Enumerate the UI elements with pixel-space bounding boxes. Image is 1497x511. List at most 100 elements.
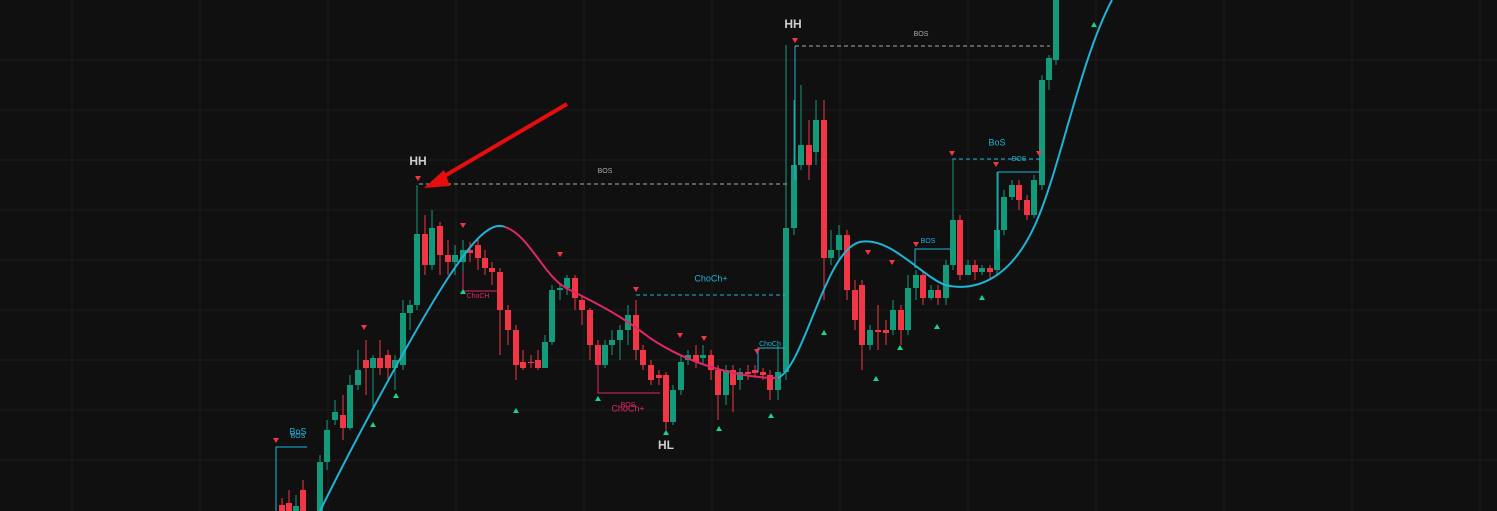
choch-label: ChoCh (759, 341, 781, 348)
candle-body (648, 365, 654, 380)
choch-label: ChoCH (467, 293, 490, 300)
candle-body (513, 330, 519, 365)
candle-body (1001, 197, 1007, 230)
candle-body (670, 390, 676, 422)
bos-label: BOS (921, 238, 936, 245)
candle-body (355, 370, 361, 385)
swing-high-marker (415, 176, 421, 181)
candle-body (890, 310, 896, 330)
swing-high-marker (557, 252, 563, 257)
candle-body (783, 228, 789, 372)
candle-body (542, 342, 548, 368)
swing-low-marker (979, 295, 985, 300)
swing-low-marker (873, 376, 879, 381)
candle-body (656, 375, 662, 378)
candle-body (324, 430, 330, 462)
candle-body (913, 275, 919, 288)
candle-body (528, 362, 534, 363)
candle-body (407, 305, 413, 313)
candle-body (505, 310, 511, 330)
candle-body (1053, 0, 1059, 60)
candle-body (609, 340, 615, 345)
swing-high-marker (677, 333, 683, 338)
candle-body (928, 290, 934, 298)
candle-body (828, 250, 834, 258)
candle-body (489, 268, 495, 272)
candle-body (347, 385, 353, 428)
bos-label: BOS (621, 402, 636, 409)
candle-body (730, 370, 736, 385)
bos-label: BOS (1012, 156, 1027, 163)
candle-body (467, 250, 473, 253)
candle-body (475, 245, 481, 258)
candle-body (663, 375, 669, 422)
moving-average-up (777, 0, 1113, 379)
candle-body (300, 490, 306, 511)
swing-high-marker (754, 349, 760, 354)
candle-body (602, 345, 608, 365)
candle-body (836, 235, 842, 250)
candle-body (414, 234, 420, 305)
candle-body (437, 226, 443, 255)
swing-high-marker (1036, 151, 1042, 156)
candle-body (1031, 180, 1037, 215)
candle-body (377, 358, 383, 368)
candle-body (700, 355, 706, 358)
swing-low-marker (513, 408, 519, 413)
choch-label: ChoCh+ (611, 403, 644, 413)
candle-body (798, 145, 804, 165)
swing-low-marker (821, 330, 827, 335)
candle-body (587, 310, 593, 345)
candle-body (617, 330, 623, 340)
candle-body (957, 220, 963, 275)
candle-body (549, 290, 555, 342)
candle-body (429, 228, 435, 265)
candle-body (715, 370, 721, 395)
swing-high-marker (889, 260, 895, 265)
bos-label: BOS (914, 31, 929, 38)
candle-body (1009, 185, 1015, 197)
candle-body (935, 290, 941, 298)
hh-label: HH (784, 17, 801, 31)
candle-body (844, 235, 850, 290)
candle-body (572, 278, 578, 298)
candle-body (708, 355, 714, 370)
candle-body (760, 372, 766, 375)
candle-body (317, 462, 323, 511)
bos-label: BoS (988, 137, 1005, 147)
hh-label: HH (409, 154, 426, 168)
swing-low-marker (393, 393, 399, 398)
moving-average-up (319, 224, 506, 511)
candle-body (775, 372, 781, 390)
candle-body (1016, 185, 1022, 200)
bos-label: BoS (289, 426, 306, 436)
swing-high-marker (949, 151, 955, 156)
swing-low-marker (460, 289, 466, 294)
candle-body (693, 355, 699, 362)
candle-body (1039, 80, 1045, 185)
candle-body (987, 268, 993, 272)
candle-body (482, 258, 488, 268)
candle-body (859, 285, 865, 345)
candle-body (806, 145, 812, 165)
candle-body (813, 120, 819, 152)
candle-body (286, 503, 292, 511)
candle-body (943, 265, 949, 298)
candle-body (994, 230, 1000, 270)
candle-body (737, 372, 743, 380)
candle-body (579, 300, 585, 310)
swing-high-marker (993, 162, 999, 167)
candle-body (279, 505, 285, 511)
candle-body (633, 315, 639, 350)
candle-body (332, 412, 338, 420)
swing-low-marker (663, 430, 669, 435)
candle-body (564, 278, 570, 288)
swing-high-marker (361, 325, 367, 330)
candle-body (452, 255, 458, 262)
swing-high-marker (460, 223, 466, 228)
swing-high-marker (633, 287, 639, 292)
candle-body (363, 360, 369, 368)
candle-body (520, 362, 526, 368)
candle-body (898, 310, 904, 330)
